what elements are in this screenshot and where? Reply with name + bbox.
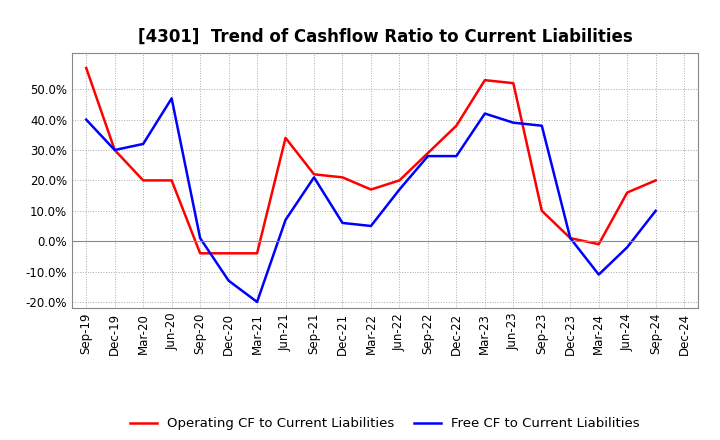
- Free CF to Current Liabilities: [566, 235, 575, 241]
- Free CF to Current Liabilities: [82, 117, 91, 122]
- Operating CF to Current Liabilities: [225, 251, 233, 256]
- Free CF to Current Liabilities: [366, 224, 375, 229]
- Line: Operating CF to Current Liabilities: Operating CF to Current Liabilities: [86, 68, 656, 253]
- Free CF to Current Liabilities: [225, 278, 233, 283]
- Free CF to Current Liabilities: [537, 123, 546, 128]
- Operating CF to Current Liabilities: [82, 66, 91, 71]
- Operating CF to Current Liabilities: [509, 81, 518, 86]
- Operating CF to Current Liabilities: [537, 208, 546, 213]
- Operating CF to Current Liabilities: [167, 178, 176, 183]
- Operating CF to Current Liabilities: [480, 77, 489, 83]
- Operating CF to Current Liabilities: [595, 242, 603, 247]
- Operating CF to Current Liabilities: [423, 150, 432, 156]
- Title: [4301]  Trend of Cashflow Ratio to Current Liabilities: [4301] Trend of Cashflow Ratio to Curren…: [138, 28, 633, 46]
- Operating CF to Current Liabilities: [366, 187, 375, 192]
- Operating CF to Current Liabilities: [253, 251, 261, 256]
- Legend: Operating CF to Current Liabilities, Free CF to Current Liabilities: Operating CF to Current Liabilities, Fre…: [125, 411, 645, 435]
- Free CF to Current Liabilities: [196, 235, 204, 241]
- Free CF to Current Liabilities: [310, 175, 318, 180]
- Operating CF to Current Liabilities: [623, 190, 631, 195]
- Free CF to Current Liabilities: [167, 96, 176, 101]
- Free CF to Current Liabilities: [652, 208, 660, 213]
- Operating CF to Current Liabilities: [395, 178, 404, 183]
- Operating CF to Current Liabilities: [338, 175, 347, 180]
- Free CF to Current Liabilities: [623, 245, 631, 250]
- Free CF to Current Liabilities: [595, 272, 603, 277]
- Free CF to Current Liabilities: [452, 154, 461, 159]
- Free CF to Current Liabilities: [282, 217, 290, 223]
- Operating CF to Current Liabilities: [566, 235, 575, 241]
- Free CF to Current Liabilities: [395, 187, 404, 192]
- Operating CF to Current Liabilities: [282, 135, 290, 140]
- Operating CF to Current Liabilities: [652, 178, 660, 183]
- Operating CF to Current Liabilities: [452, 123, 461, 128]
- Free CF to Current Liabilities: [139, 141, 148, 147]
- Operating CF to Current Liabilities: [110, 147, 119, 153]
- Free CF to Current Liabilities: [423, 154, 432, 159]
- Free CF to Current Liabilities: [480, 111, 489, 116]
- Operating CF to Current Liabilities: [310, 172, 318, 177]
- Line: Free CF to Current Liabilities: Free CF to Current Liabilities: [86, 99, 656, 302]
- Free CF to Current Liabilities: [338, 220, 347, 226]
- Free CF to Current Liabilities: [253, 299, 261, 304]
- Operating CF to Current Liabilities: [139, 178, 148, 183]
- Free CF to Current Liabilities: [110, 147, 119, 153]
- Operating CF to Current Liabilities: [196, 251, 204, 256]
- Free CF to Current Liabilities: [509, 120, 518, 125]
